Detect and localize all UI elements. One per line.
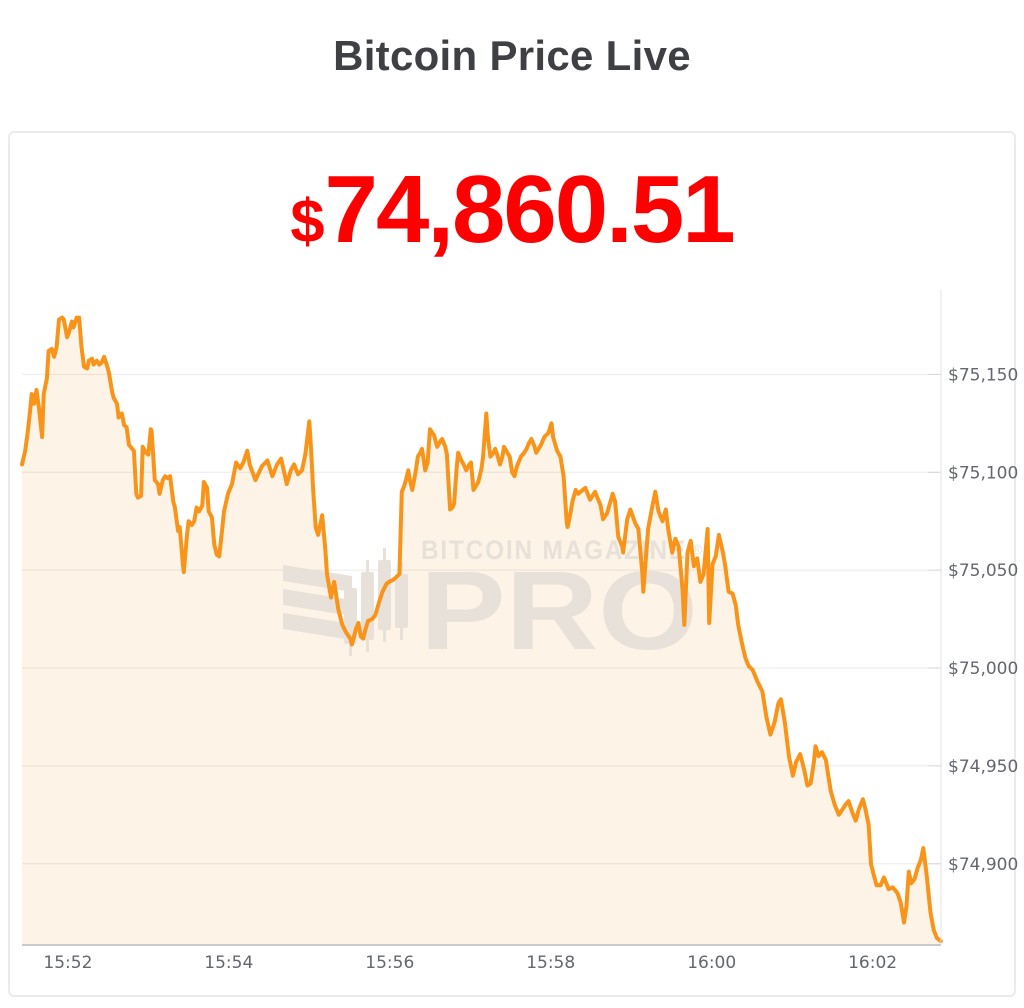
watermark-registered-icon: ® — [692, 541, 703, 557]
live-price: $74,860.51 — [0, 162, 1024, 258]
x-axis-label: 16:02 — [848, 953, 897, 973]
watermark: BITCOIN MAGAZINE ® PRO — [283, 535, 703, 673]
y-axis-label: $74,900 — [948, 855, 1018, 875]
y-axis-label: $75,100 — [948, 463, 1018, 483]
y-axis-label: $75,150 — [948, 365, 1018, 385]
y-axis-label: $75,000 — [948, 659, 1018, 679]
price-line — [20, 315, 943, 944]
chart-foreground-layer: $75,150 $75,100 $75,050 $75,000 $74,950 $74,9… — [20, 290, 1018, 973]
bitcoin-magazine-pro-logo-icon — [283, 548, 408, 656]
chart-plot-area[interactable] — [22, 300, 941, 945]
y-axis-label: $75,050 — [948, 561, 1018, 581]
x-axis-label: 15:56 — [365, 953, 414, 973]
x-axis-label: 15:58 — [526, 953, 575, 973]
price-value: 74,860.51 — [324, 156, 736, 263]
x-axis-label: 15:54 — [204, 953, 253, 973]
watermark-pro-text: PRO — [420, 548, 698, 673]
x-axis-label: 15:52 — [43, 953, 92, 973]
page-title: Bitcoin Price Live — [333, 32, 691, 79]
currency-symbol: $ — [290, 187, 325, 256]
x-axis-label: 16:00 — [687, 953, 736, 973]
y-axis-label: $74,950 — [948, 757, 1018, 777]
